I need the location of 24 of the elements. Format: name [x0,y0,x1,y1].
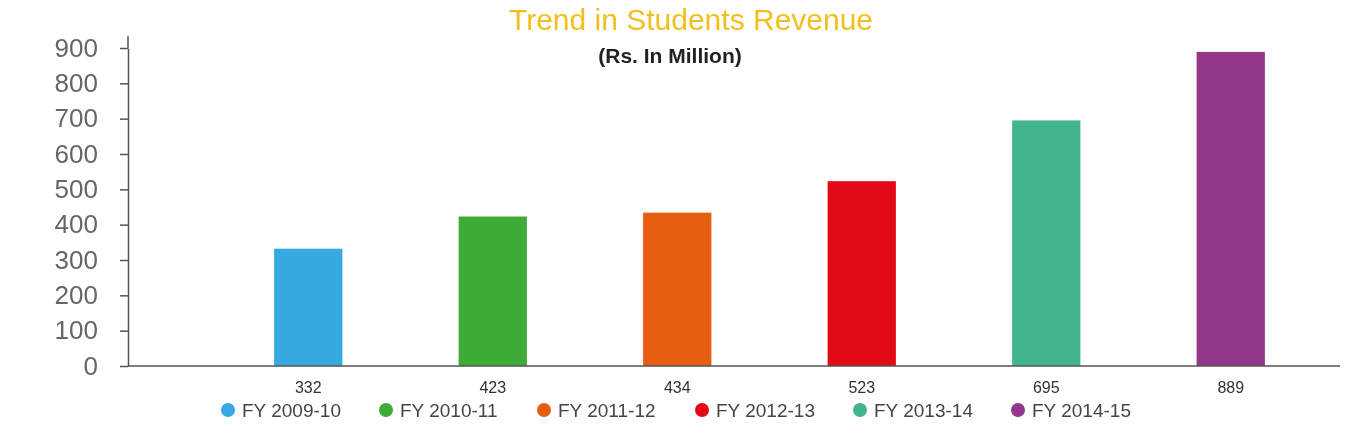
legend-label: FY 2014-15 [1032,399,1131,421]
legend-label: FY 2009-10 [242,399,341,421]
data-label: 695 [1032,379,1060,396]
y-tick-label: 100 [54,315,98,346]
y-tick-label: 200 [54,280,98,311]
y-tick-label: 600 [54,138,98,169]
y-tick-label: 800 [54,68,98,99]
y-tick-label: 300 [54,244,98,275]
data-label: 332 [294,379,322,396]
y-tick-label: 400 [54,209,98,240]
y-tick-label: 500 [54,174,98,205]
chart-title: Trend in Students Revenue [508,3,874,36]
y-tick-label: 700 [54,103,98,134]
data-label: 434 [663,379,691,396]
data-label: 523 [848,379,876,396]
data-label: 423 [479,379,507,396]
chart-subtitle: (Rs. In Million) [598,44,742,67]
y-tick-label: 900 [54,32,98,63]
legend-label: FY 2010-11 [400,399,498,421]
y-tick-label: 0 [83,350,98,381]
legend-label: FY 2011-12 [558,399,656,421]
data-label: 889 [1217,379,1245,396]
legend-label: FY 2012-13 [716,399,815,421]
legend-label: FY 2013-14 [874,399,974,421]
